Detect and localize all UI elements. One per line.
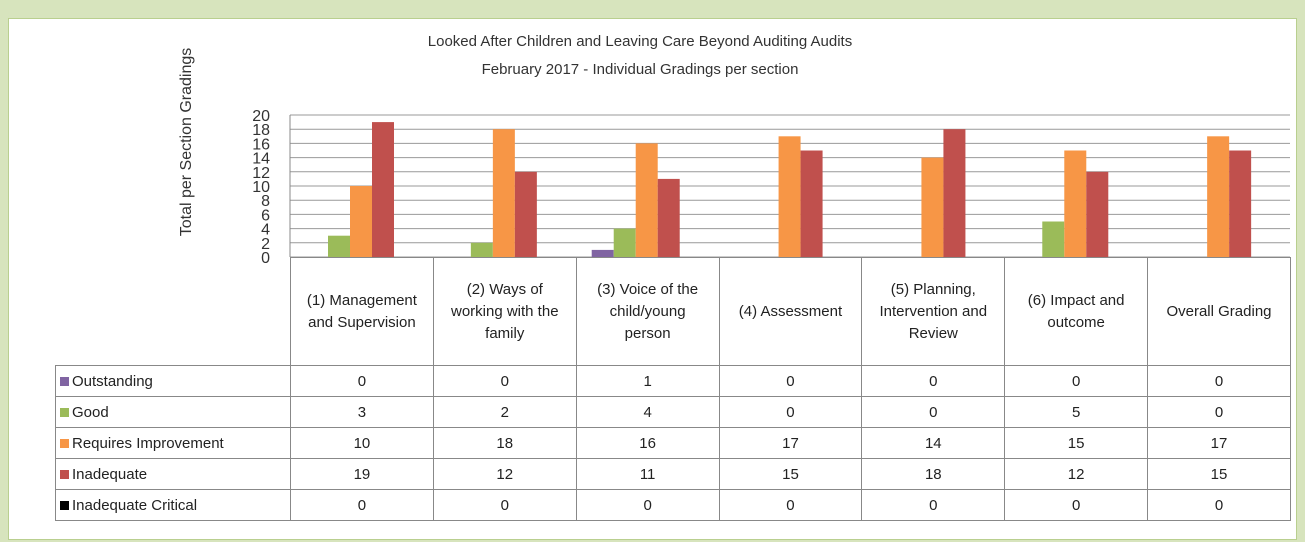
table-value: 15: [1004, 427, 1149, 459]
table-value: 0: [718, 365, 863, 397]
table-value: 2: [432, 396, 577, 428]
chart-subtitle: February 2017 - Individual Gradings per …: [482, 61, 799, 78]
y-tick-label: 18: [252, 122, 270, 139]
category-label: (2) Ways of working with the family: [432, 257, 577, 366]
table-value: 0: [861, 365, 1006, 397]
category-label: (1) Management and Supervision: [290, 257, 434, 366]
bar: [778, 136, 801, 257]
table-value: 0: [1147, 396, 1291, 428]
table-value: 0: [861, 396, 1006, 428]
legend-swatch: [60, 407, 69, 417]
table-value: 0: [575, 489, 720, 521]
table-corner: [55, 257, 291, 366]
table-value: 11: [575, 458, 720, 490]
legend-label: Good: [72, 403, 109, 421]
legend-entry: Good: [55, 396, 291, 428]
y-tick-label: 2: [261, 236, 270, 253]
bar: [1064, 150, 1087, 257]
legend-swatch: [60, 376, 69, 386]
table-value: 4: [575, 396, 720, 428]
table-value: 16: [575, 427, 720, 459]
table-value: 1: [575, 365, 720, 397]
bar: [921, 157, 944, 257]
bar: [328, 235, 350, 257]
table-value: 3: [290, 396, 434, 428]
table-value: 0: [432, 365, 577, 397]
table-row: Inadequate Critical 0 0 0 0 0 0 0: [55, 489, 1291, 521]
table-value: 12: [1004, 458, 1149, 490]
legend-swatch: [60, 469, 69, 479]
category-label: (6) Impact and outcome: [1004, 257, 1149, 366]
bar: [657, 178, 680, 257]
bar: [613, 228, 636, 257]
category-label: (5) Planning, Intervention and Review: [861, 257, 1006, 366]
legend-swatch: [60, 438, 69, 448]
table-value: 14: [861, 427, 1006, 459]
table-value: 18: [861, 458, 1006, 490]
table-row: Good 3 2 4 0 0 5 0: [55, 396, 1291, 428]
legend-swatch: [60, 500, 69, 510]
y-tick-label: 20: [252, 108, 270, 125]
legend-entry: Requires Improvement: [55, 427, 291, 459]
y-tick-label: 8: [261, 193, 270, 210]
table-value: 0: [290, 489, 434, 521]
bar: [350, 186, 372, 257]
legend-entry: Inadequate Critical: [55, 489, 291, 521]
table-value: 0: [718, 489, 863, 521]
bar: [470, 242, 493, 257]
bar: [1207, 136, 1230, 257]
legend-entry: Inadequate: [55, 458, 291, 490]
table-value: 17: [1147, 427, 1291, 459]
table-value: 0: [861, 489, 1006, 521]
bar: [514, 171, 537, 257]
y-tick-label: 6: [261, 207, 270, 224]
table-row: Inadequate 19 12 11 15 18 12 15: [55, 458, 1291, 490]
y-tick-label: 16: [252, 136, 270, 153]
table-value: 10: [290, 427, 434, 459]
bar: [943, 129, 966, 257]
bar: [372, 122, 394, 257]
bar: [1086, 171, 1109, 257]
table-row: Outstanding 0 0 1 0 0 0 0: [55, 365, 1291, 397]
table-value: 12: [432, 458, 577, 490]
bar: [591, 249, 614, 257]
y-tick-label: 12: [252, 165, 270, 182]
y-tick-label: 14: [252, 151, 270, 168]
chart-title: Looked After Children and Leaving Care B…: [428, 33, 852, 50]
table-value: 0: [290, 365, 434, 397]
bar: [1229, 150, 1252, 257]
y-axis-label: Total per Section Gradings: [178, 48, 195, 237]
y-tick-label: 10: [252, 179, 270, 196]
category-label: Overall Grading: [1147, 257, 1291, 366]
legend-entry: Outstanding: [55, 365, 291, 397]
table-value: 5: [1004, 396, 1149, 428]
bar: [1042, 221, 1065, 257]
legend-label: Inadequate: [72, 465, 148, 483]
legend-label: Inadequate Critical: [72, 496, 198, 514]
table-value: 15: [1147, 458, 1291, 490]
bar: [492, 129, 515, 257]
table-header-row: (1) Management and Supervision (2) Ways o…: [55, 257, 1291, 366]
legend-label: Outstanding: [72, 372, 153, 390]
table-value: 17: [718, 427, 863, 459]
table-row: Requires Improvement 10 18 16 17 14 15 17: [55, 427, 1291, 459]
table-value: 19: [290, 458, 434, 490]
table-value: 0: [1147, 489, 1291, 521]
table-value: 18: [432, 427, 577, 459]
bar: [635, 143, 658, 257]
table-value: 0: [718, 396, 863, 428]
bar: [800, 150, 823, 257]
category-label: (3) Voice of the child/young person: [575, 257, 720, 366]
data-table: (1) Management and Supervision (2) Ways o…: [55, 257, 1291, 521]
category-label: (4) Assessment: [718, 257, 863, 366]
y-tick-label: 4: [261, 222, 270, 239]
table-value: 0: [432, 489, 577, 521]
legend-label: Requires Improvement: [72, 434, 224, 452]
table-value: 15: [718, 458, 863, 490]
table-value: 0: [1147, 365, 1291, 397]
table-value: 0: [1004, 365, 1149, 397]
table-value: 0: [1004, 489, 1149, 521]
